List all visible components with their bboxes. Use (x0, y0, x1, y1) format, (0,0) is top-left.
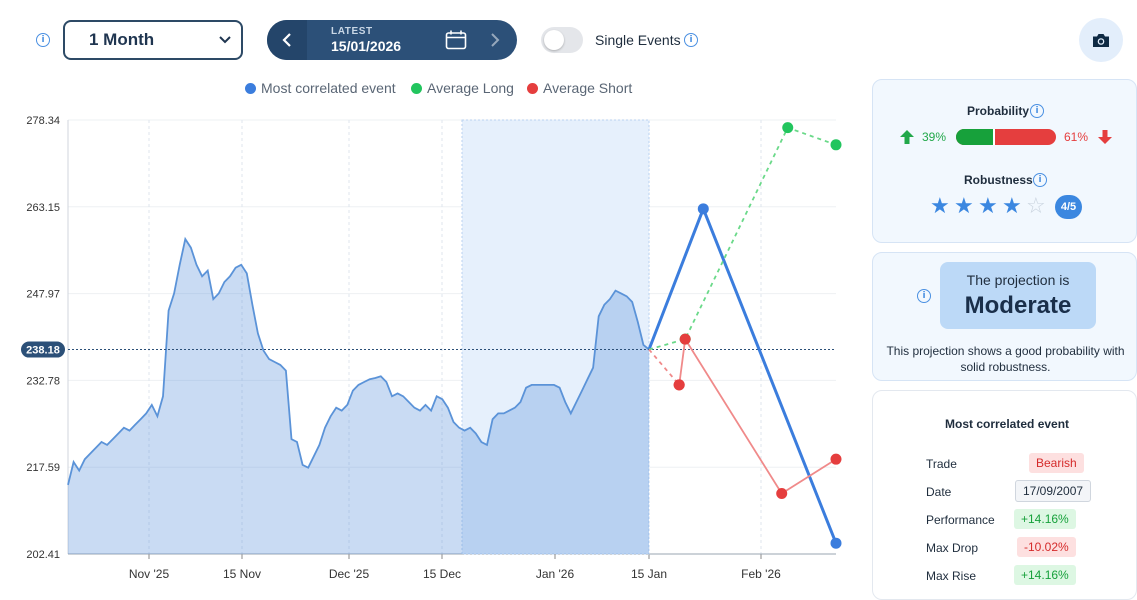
star-filled-icon: ★ (1002, 194, 1022, 219)
legend-dot (411, 82, 422, 94)
robustness-info-icon[interactable]: i (1033, 173, 1047, 187)
series-line-most-correlated-event (647, 204, 838, 544)
x-tick-label: Feb '26 (741, 567, 781, 581)
probability-up-pct: 39% (922, 130, 947, 144)
star-filled-icon: ★ (930, 194, 950, 219)
date-navigator: LATEST 15/01/2026 (267, 20, 517, 60)
star-empty-icon: ☆ (1026, 194, 1046, 219)
probability-down-pct: 61% (1064, 130, 1089, 144)
probability-card: Probability i 39% 61% Robustness i ★ ★ ★ ★ ☆… (872, 79, 1137, 243)
legend-item-average-short[interactable]: Average Short (527, 80, 632, 96)
projection-level: Moderate (964, 292, 1072, 319)
projection-description-line1: This projection shows a good probability… (886, 344, 1125, 358)
latest-date: 15/01/2026 (331, 38, 402, 54)
x-tick-label: Jan '26 (536, 567, 575, 581)
y-tick-label: 247.97 (26, 289, 60, 301)
projection-description: This projection shows a good probability… (873, 343, 1137, 375)
performance-badge: +14.16% (1014, 509, 1076, 529)
current-value-badge (21, 341, 65, 358)
chevron-down-icon (219, 36, 231, 44)
series-point-average-short (830, 453, 842, 465)
x-tick-label: Dec '25 (329, 567, 370, 581)
price-chart[interactable]: 278.34 263.15 247.97 232.78 217.59 202.41 Nov … (0, 100, 870, 594)
period-info-icon[interactable]: i (36, 33, 50, 47)
row-label-performance: Performance (926, 513, 995, 527)
legend-label: Average Long (427, 80, 514, 96)
series-point-average-long (782, 122, 794, 134)
x-tick-label: 15 Jan (631, 567, 667, 581)
series-point-average-long (830, 139, 842, 151)
camera-icon (1093, 33, 1109, 47)
screenshot-button[interactable] (1079, 18, 1123, 62)
robustness-title: Robustness (964, 173, 1033, 187)
projection-description-line2: solid robustness. (960, 360, 1051, 374)
projection-info-icon[interactable]: i (917, 289, 931, 303)
legend-label: Most correlated event (261, 80, 396, 96)
y-tick-label: 202.41 (26, 549, 60, 561)
probability-info-icon[interactable]: i (1030, 104, 1044, 118)
y-tick-label: 232.78 (26, 375, 60, 387)
arrow-down-icon (1098, 130, 1112, 144)
legend-dot (245, 82, 256, 94)
series-point-most-correlated-event (830, 537, 842, 549)
calendar-icon[interactable] (445, 30, 467, 55)
row-label-max-rise: Max Rise (926, 569, 977, 583)
history-line (67, 236, 650, 486)
x-tick-label: Nov '25 (129, 567, 170, 581)
comparison-window (461, 119, 650, 555)
projection-card: i The projection is Moderate This projec… (872, 252, 1137, 381)
arrow-up-icon (900, 130, 914, 144)
y-tick-label: 263.15 (26, 202, 60, 214)
probability-title: Probability (967, 104, 1030, 118)
row-label-trade: Trade (926, 457, 957, 471)
robustness-badge: 4/5 (1055, 195, 1082, 219)
legend-dot (527, 82, 538, 94)
series-line-average-long (648, 126, 837, 351)
star-filled-icon: ★ (954, 194, 974, 219)
single-events-toggle[interactable] (541, 27, 583, 53)
latest-label: LATEST (331, 26, 373, 37)
series-line-average-short (678, 336, 837, 495)
series-point-average-short (679, 333, 691, 345)
history-area (68, 239, 649, 554)
max-rise-badge: +14.16% (1014, 565, 1076, 585)
legend-item-average-long[interactable]: Average Long (411, 80, 514, 96)
y-tick-label: 278.34 (26, 115, 60, 127)
probability-bar-fill (956, 129, 995, 145)
correlated-event-title: Most correlated event (945, 417, 1070, 431)
projection-intro: The projection is (966, 272, 1070, 288)
series-point-average-short (673, 379, 685, 391)
next-date-button[interactable] (481, 20, 509, 60)
chevron-left-icon (282, 33, 291, 47)
max-drop-badge: -10.02% (1017, 537, 1076, 557)
current-value-label: 238.18 (26, 345, 60, 357)
period-select-value: 1 Month (89, 30, 155, 49)
y-tick-label: 217.59 (26, 462, 60, 474)
row-label-date: Date (926, 485, 952, 499)
single-events-info-icon[interactable]: i (684, 33, 698, 47)
legend-item-most-correlated[interactable]: Most correlated event (245, 80, 396, 96)
previous-date-button[interactable] (267, 20, 307, 60)
probability-bar (956, 129, 1056, 145)
legend-label: Average Short (543, 80, 633, 96)
trade-badge: Bearish (1029, 453, 1084, 473)
series-point-most-correlated-event (697, 203, 709, 215)
row-label-max-drop: Max Drop (926, 541, 979, 555)
series-point-average-short (776, 487, 788, 499)
toggle-knob (544, 30, 564, 50)
chevron-right-icon (491, 33, 500, 47)
single-events-label: Single Events (595, 32, 681, 48)
date-badge: 17/09/2007 (1015, 480, 1092, 502)
x-tick-label: 15 Nov (223, 567, 261, 581)
period-select[interactable]: 1 Month (63, 20, 243, 60)
correlated-event-card: Most correlated event Trade Bearish Date… (872, 390, 1137, 600)
projection-badge: The projection is Moderate (940, 262, 1096, 329)
x-tick-label: 15 Dec (423, 567, 461, 581)
star-filled-icon: ★ (978, 194, 998, 219)
series-line-average-short (648, 348, 680, 386)
